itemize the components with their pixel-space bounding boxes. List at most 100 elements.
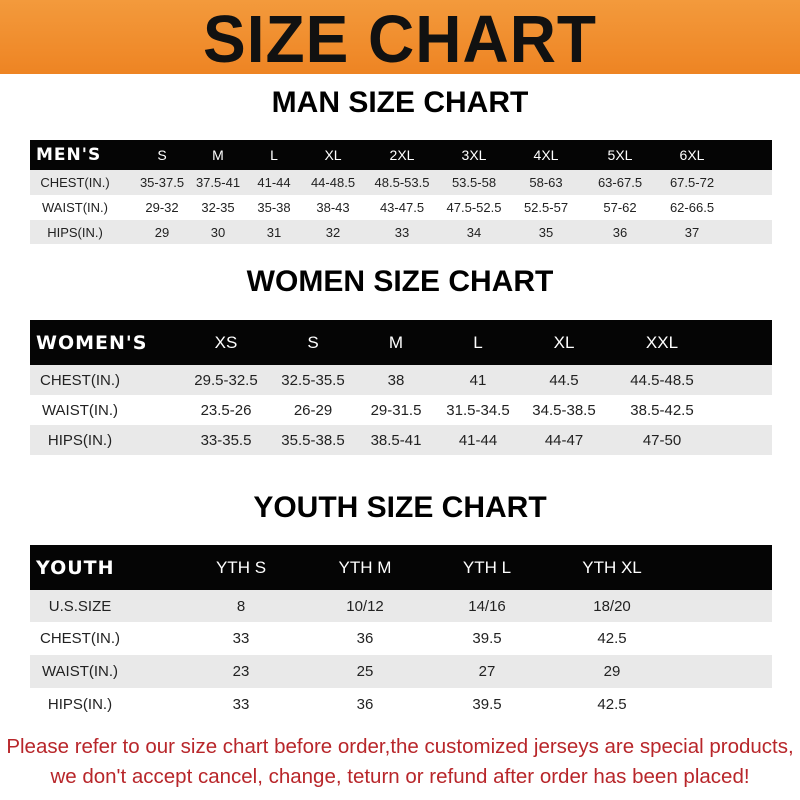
size-header: XL [553,332,575,352]
size-value: 38.5-41 [370,431,422,449]
size-value: 29-31.5 [370,401,422,419]
size-value: 33 [232,695,250,713]
size-value: 36 [356,695,374,713]
size-value: 53.5-58 [451,175,497,190]
table-row: HIPS(IN.) 29 30 31 32 33 34 35 36 37 [30,220,772,244]
size-header: M [212,147,224,163]
size-value: 8 [236,597,246,615]
size-value: 36 [612,224,628,240]
size-value: 52.5-57 [523,200,569,215]
size-value: 29 [154,224,170,240]
notice-line-1: Please refer to our size chart before or… [6,735,794,758]
notice-line-2: we don't accept cancel, change, teturn o… [50,765,750,788]
size-value: 32-35 [201,200,235,215]
size-value: 33-35.5 [200,431,252,449]
size-header: L [473,332,483,352]
size-value: 14/16 [468,597,506,615]
size-header: YTH XL [582,557,642,577]
table-corner-label: YOUTH [36,556,115,579]
measurement-label: CHEST(IN.) [40,630,120,647]
size-value: 35.5-38.5 [281,431,345,449]
table-row: WAIST(IN.) 23 25 27 29 [30,655,772,688]
size-value: 44-48.5 [310,175,356,190]
size-value: 32 [325,224,341,240]
size-value: 47-50 [642,431,682,449]
size-value: 25 [356,663,374,680]
size-value: 34 [466,224,482,240]
size-value: 42.5 [597,695,627,713]
size-header: 2XL [389,147,415,163]
size-header: YTH S [215,557,267,577]
table-row: CHEST(IN.) 29.5-32.5 32.5-35.5 38 41 44.5 44.5… [30,365,772,395]
measurement-label: CHEST(IN.) [40,371,120,389]
size-value: 41-44 [458,431,498,449]
size-value: 37.5-41 [195,175,241,190]
size-value: 35 [538,224,554,240]
size-header: M [388,332,404,352]
table-row: U.S.SIZE 8 10/12 14/16 18/20 [30,590,772,622]
size-header: S [157,147,167,163]
men-header-row: MEN'S S M L XL 2XL 3XL 4XL 5XL 6XL [30,140,772,170]
size-header: XL [324,147,342,163]
size-value: 37 [684,224,700,240]
size-value: 67.5-72 [669,175,715,190]
size-value: 41 [469,371,487,389]
size-value: 29.5-32.5 [194,371,258,389]
measurement-label: CHEST(IN.) [40,175,110,190]
size-value: 63-67.5 [597,175,643,190]
size-value: 48.5-53.5 [374,175,430,190]
size-value: 18/20 [593,597,631,615]
table-row: CHEST(IN.) 35-37.5 37.5-41 41-44 44-48.5 48.5… [30,170,772,195]
size-value: 39.5 [472,695,502,713]
youth-section-title: YOUTH SIZE CHART [253,491,547,524]
women-header-row: WOMEN'S XS S M L XL XXL [30,320,772,365]
size-value: 32.5-35.5 [281,371,345,389]
page-title: SIZE CHART [203,1,597,77]
size-value: 26-29 [293,401,333,419]
size-header: YTH M [338,557,392,577]
size-value: 38-43 [316,200,350,215]
size-header: 5XL [607,147,633,163]
table-row: HIPS(IN.) 33 36 39.5 42.5 [30,688,772,720]
size-header: 6XL [679,147,705,163]
size-value: 36 [356,630,374,647]
measurement-label: WAIST(IN.) [41,663,119,680]
table-row: WAIST(IN.) 29-32 32-35 35-38 38-43 43-47.5 47.… [30,195,772,220]
size-header: 4XL [533,147,559,163]
table-corner-label: WOMEN'S [36,331,148,354]
size-header: 3XL [461,147,487,163]
size-value: 31.5-34.5 [446,401,510,419]
size-value: 27 [478,663,496,680]
table-row: CHEST(IN.) 33 36 39.5 42.5 [30,622,772,655]
size-value: 23.5-26 [200,401,252,419]
measurement-label: HIPS(IN.) [47,224,103,240]
size-value: 57-62 [603,200,637,215]
size-value: 43-47.5 [379,200,425,215]
size-value: 31 [266,224,282,240]
size-value: 44-47 [544,431,584,449]
table-row: WAIST(IN.) 23.5-26 26-29 29-31.5 31.5-34.5 34… [30,395,772,425]
size-value: 34.5-38.5 [532,401,596,419]
measurement-label: HIPS(IN.) [47,695,113,713]
size-value: 10/12 [346,597,384,615]
size-header: XS [214,332,238,352]
size-header: L [270,147,278,163]
size-value: 47.5-52.5 [446,200,502,215]
size-value: 62-66.5 [669,200,715,215]
title-banner: SIZE CHART [0,0,800,77]
size-value: 58-63 [529,175,563,190]
size-value: 44.5-48.5 [630,371,694,389]
size-value: 38 [387,371,405,389]
size-header: S [307,332,319,352]
measurement-label: U.S.SIZE [48,597,112,615]
size-value: 33 [232,630,250,647]
size-header: XXL [645,332,679,352]
table-corner-label: MEN'S [36,145,102,165]
size-value: 38.5-42.5 [630,401,694,419]
men-section-title: MAN SIZE CHART [271,86,529,119]
size-value: 30 [210,224,226,240]
size-value: 35-38 [257,200,291,215]
size-value: 44.5 [549,371,579,389]
size-value: 23 [232,663,250,680]
women-section-title: WOMEN SIZE CHART [246,265,554,298]
